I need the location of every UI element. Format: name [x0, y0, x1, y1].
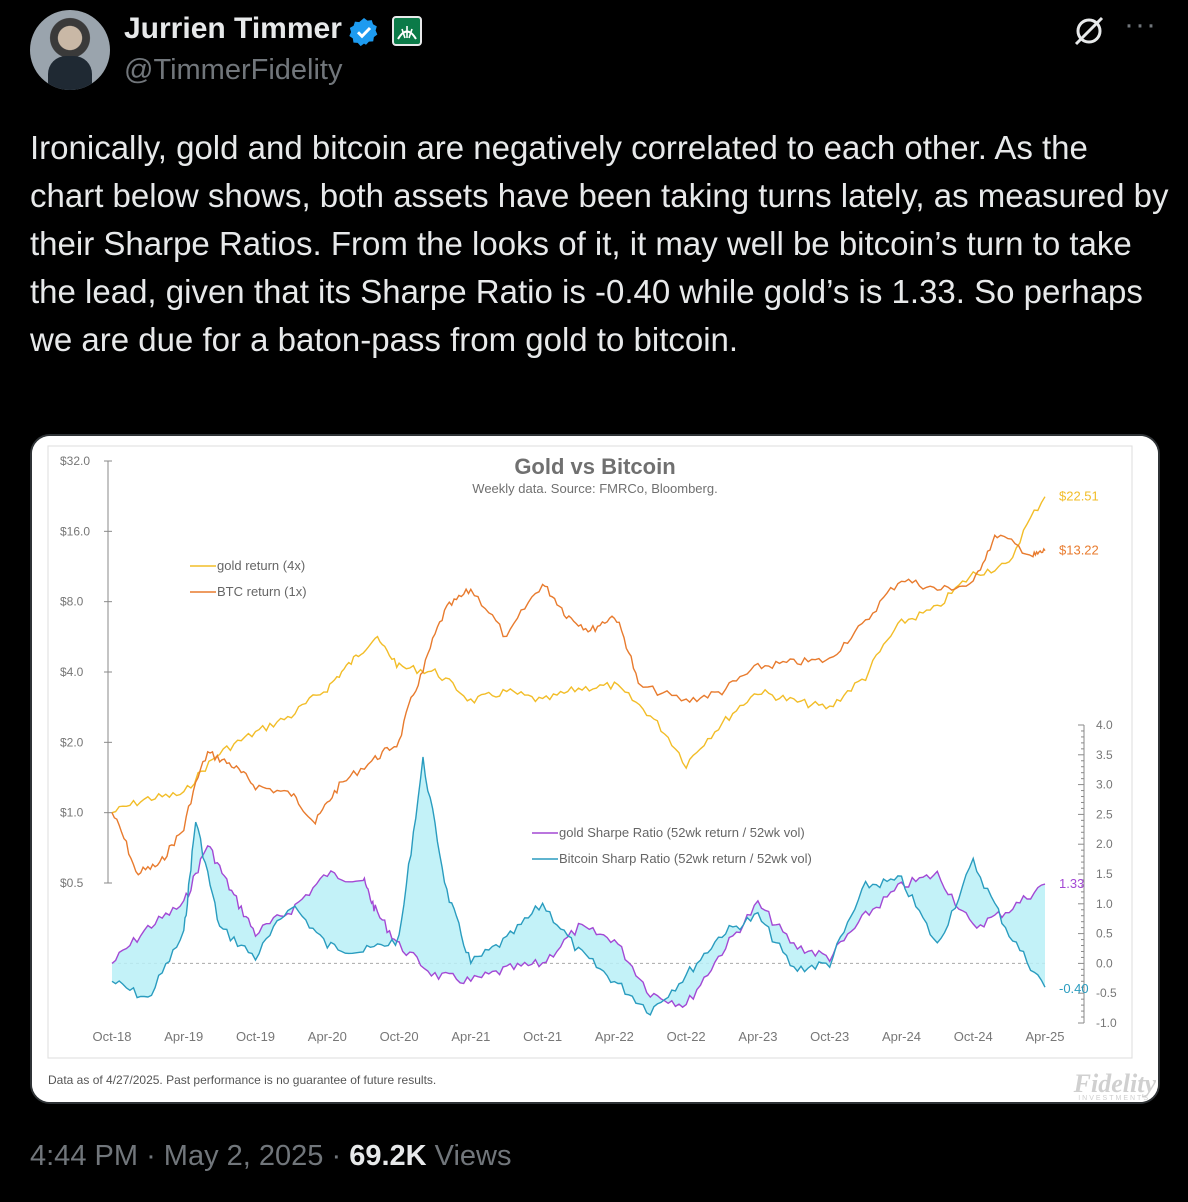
- left-axis-tick-label: $32.0: [60, 454, 90, 468]
- x-axis-tick-label: Oct-21: [523, 1029, 562, 1044]
- gold-vs-bitcoin-chart: $32.0 $16.0 $8.0 $4.0 $2.0 $1.0 $0.5 4.0 3.5 3.0 2…: [32, 436, 1158, 1102]
- legend-label: gold return (4x): [217, 558, 305, 573]
- btc-sharpe-line: [111, 756, 1046, 1016]
- btc-sharpe-line-end-label: -0.40: [1059, 981, 1089, 996]
- chart-subtitle: Weekly data. Source: FMRCo, Bloomberg.: [472, 481, 717, 496]
- x-axis-tick-label: Oct-20: [380, 1029, 419, 1044]
- right-axis-tick-label: 0.5: [1096, 927, 1113, 941]
- x-axis-tick-label: Apr-25: [1025, 1029, 1064, 1044]
- legend-label: BTC return (1x): [217, 584, 307, 599]
- left-axis-tick-label: $16.0: [60, 524, 90, 538]
- left-axis-tick-label: $8.0: [60, 595, 84, 609]
- right-axis-tick-label: 4.0: [1096, 718, 1113, 732]
- author-avatar[interactable]: [30, 10, 110, 90]
- views-label: Views: [434, 1140, 512, 1172]
- author-name[interactable]: Jurrien Timmer: [124, 12, 342, 45]
- right-axis-tick-label: 0.0: [1096, 956, 1113, 970]
- author-handle[interactable]: @TimmerFidelity: [124, 54, 343, 86]
- x-axis-tick-label: Apr-23: [738, 1029, 777, 1044]
- fidelity-logo-subtext: INVESTMENTS: [1078, 1095, 1150, 1102]
- x-axis-tick-label: Oct-22: [667, 1029, 706, 1044]
- left-axis-tick-label: $0.5: [60, 876, 84, 890]
- x-axis-tick-label: Oct-23: [810, 1029, 849, 1044]
- x-axis-tick-label: Apr-19: [164, 1029, 203, 1044]
- right-axis-tick-label: 3.5: [1096, 748, 1113, 762]
- right-axis-tick-label: 2.5: [1096, 807, 1113, 821]
- verified-badge-icon: [349, 18, 378, 47]
- x-axis-tick-label: Apr-24: [882, 1029, 921, 1044]
- right-axis-tick-label: -0.5: [1096, 986, 1117, 1000]
- left-axis-tick-label: $4.0: [60, 665, 84, 679]
- x-axis-tick-label: Apr-20: [308, 1029, 347, 1044]
- fidelity-affiliation-icon[interactable]: [392, 16, 422, 46]
- views-count: 69.2K: [349, 1140, 427, 1172]
- right-axis-tick-label: 2.0: [1096, 837, 1113, 851]
- gold-return-line-end-label: $22.51: [1059, 489, 1099, 504]
- right-axis-tick-label: 1.0: [1096, 897, 1113, 911]
- btc-return-line-end-label: $13.22: [1059, 543, 1099, 558]
- gold-return-line: [111, 496, 1046, 814]
- x-axis-tick-label: Oct-24: [954, 1029, 993, 1044]
- more-options-icon[interactable]: ···: [1124, 8, 1157, 41]
- tweet-date[interactable]: May 2, 2025: [163, 1140, 324, 1172]
- x-axis-tick-label: Apr-22: [595, 1029, 634, 1044]
- chart-footnote: Data as of 4/27/2025. Past performance i…: [48, 1073, 436, 1087]
- right-axis-tick-label: 1.5: [1096, 867, 1113, 881]
- x-axis-tick-label: Oct-19: [236, 1029, 275, 1044]
- right-axis-tick-label: 3.0: [1096, 778, 1113, 792]
- btc-return-line: [111, 534, 1046, 876]
- grok-icon[interactable]: [1072, 14, 1106, 48]
- left-axis-tick-label: $2.0: [60, 735, 84, 749]
- tweet-meta: 4:44 PM · May 2, 2025 · 69.2K Views: [30, 1140, 512, 1172]
- legend-label: gold Sharpe Ratio (52wk return / 52wk vo…: [559, 825, 805, 840]
- chart-image[interactable]: $32.0 $16.0 $8.0 $4.0 $2.0 $1.0 $0.5 4.0 3.5 3.0 2…: [30, 434, 1160, 1104]
- right-axis-tick-label: -1.0: [1096, 1016, 1117, 1030]
- tweet-text: Ironically, gold and bitcoin are negativ…: [30, 129, 1169, 358]
- fidelity-logo-icon: Fidelity: [1073, 1069, 1157, 1098]
- legend-label: Bitcoin Sharp Ratio (52wk return / 52wk …: [559, 851, 812, 866]
- gold-sharpe-line-end-label: 1.33: [1059, 876, 1084, 891]
- x-axis-tick-label: Apr-21: [451, 1029, 490, 1044]
- tweet-time[interactable]: 4:44 PM: [30, 1140, 138, 1172]
- left-axis-tick-label: $1.0: [60, 806, 84, 820]
- x-axis-tick-label: Oct-18: [92, 1029, 131, 1044]
- gold-sharpe-line: [111, 845, 1046, 1009]
- chart-title: Gold vs Bitcoin: [514, 454, 675, 479]
